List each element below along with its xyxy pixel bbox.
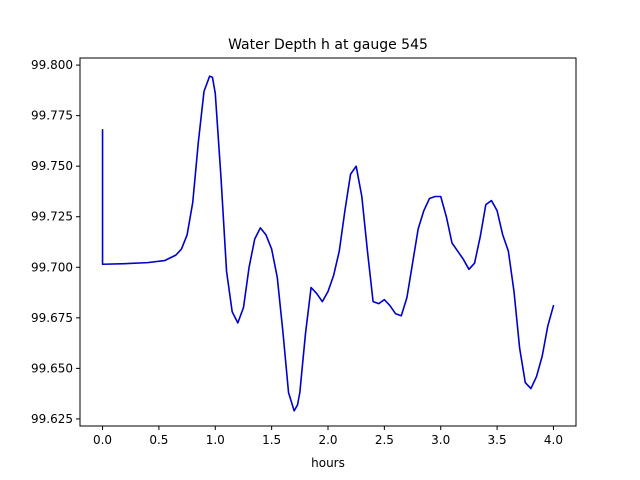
y-tick-label: 99.675 [31, 311, 73, 325]
x-axis-ticks: 0.0 0.5 1.0 1.5 2.0 2.5 3.0 3.5 4.0 [93, 426, 563, 447]
x-tick-label: 3.0 [431, 433, 450, 447]
x-tick-label: 0.5 [149, 433, 168, 447]
y-tick-label: 99.625 [31, 412, 73, 426]
y-tick-label: 99.750 [31, 159, 73, 173]
series-layer [101, 75, 555, 412]
y-tick-label: 99.775 [31, 109, 73, 123]
x-tick-label: 0.0 [93, 433, 112, 447]
x-tick-label: 2.0 [318, 433, 337, 447]
chart-title: Water Depth h at gauge 545 [228, 37, 428, 53]
y-tick-label: 99.700 [31, 260, 73, 274]
series-line-0 [101, 75, 555, 412]
x-tick-label: 3.5 [488, 433, 507, 447]
x-tick-label: 1.5 [262, 433, 281, 447]
plot-frame [79, 57, 577, 427]
x-tick-label: 2.5 [375, 433, 394, 447]
x-tick-label: 1.0 [206, 433, 225, 447]
y-tick-label: 99.800 [31, 58, 73, 72]
x-axis-label: hours [311, 456, 345, 470]
y-tick-label: 99.650 [31, 361, 73, 375]
x-tick-label: 4.0 [544, 433, 563, 447]
y-tick-label: 99.725 [31, 210, 73, 224]
y-axis-ticks: 99.625 99.650 99.675 99.700 99.725 99.750 99.7… [31, 58, 80, 426]
